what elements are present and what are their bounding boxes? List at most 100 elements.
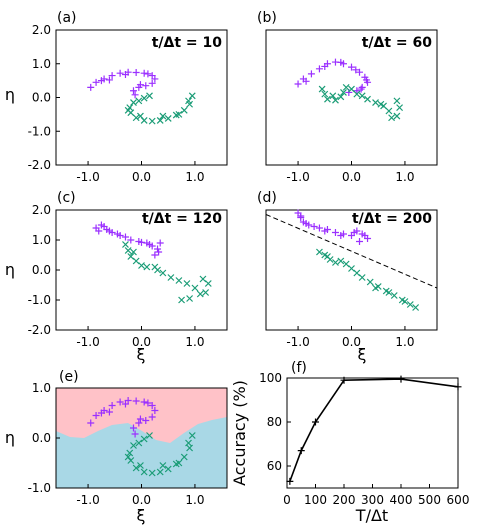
- x-tick-label: -1.0: [76, 493, 99, 507]
- green-point: [202, 289, 210, 296]
- panel-label: (f): [291, 360, 307, 376]
- panel-label: (d): [257, 190, 277, 206]
- y-tick-label: 0.0: [32, 91, 51, 105]
- panel-label: (a): [57, 10, 77, 26]
- green-point: [316, 248, 323, 256]
- green-point: [188, 432, 196, 439]
- purple-point: [356, 238, 364, 245]
- x-tick-label: 200: [333, 493, 356, 507]
- purple-point: [105, 76, 113, 84]
- green-point: [135, 97, 143, 105]
- y-tick-label: -2.0: [28, 323, 51, 337]
- green-point: [130, 248, 137, 256]
- time-annotation: t/Δt = 60: [362, 35, 433, 51]
- x-tick-label: 1.0: [395, 335, 414, 349]
- axis-ticks: -1.0 0.0 1.0 2.0 1.0 0.0 -1.0 -2.0: [28, 23, 205, 184]
- green-point: [148, 469, 156, 477]
- data-points: [286, 375, 462, 485]
- green-point: [183, 280, 191, 287]
- green-point: [148, 117, 156, 125]
- y-tick-label: -1.0: [28, 293, 51, 307]
- x-tick-label: 0.0: [132, 493, 151, 507]
- green-point: [332, 259, 339, 266]
- green-point: [126, 449, 134, 457]
- purple-point: [132, 69, 140, 77]
- plot-frame: [265, 209, 438, 331]
- green-point: [321, 90, 329, 98]
- accuracy-point: [312, 418, 319, 426]
- accuracy-point: [340, 376, 348, 384]
- purple-point: [321, 227, 329, 235]
- purple-point: [116, 69, 124, 77]
- y-tick-label: 2.0: [32, 23, 51, 37]
- axis-ticks: -1.0 0.0 1.0 2.0 1.0 0.0 -1.0 -2.0: [28, 203, 205, 349]
- y-tick-label: 2.0: [32, 203, 51, 217]
- green-point: [178, 296, 186, 304]
- purple-point: [121, 233, 129, 241]
- x-tick-label: 0.0: [132, 170, 151, 184]
- green-point: [329, 92, 337, 100]
- x-tick-label: 0.0: [342, 170, 361, 184]
- green-point: [180, 453, 188, 461]
- purple-point: [87, 419, 95, 427]
- panel-f: (f) T/Δt Accuracy (%) 0 100 200 300 400 500 60…: [230, 360, 469, 525]
- purple-point: [136, 81, 144, 89]
- y-tick-label: 80: [267, 415, 282, 429]
- axis-ticks: -1.0 0.0 1.0 1.0 0.0 -1.0: [28, 381, 205, 507]
- x-tick-label: 1.0: [185, 335, 204, 349]
- green-point: [175, 459, 183, 467]
- y-tick-label: 1.0: [32, 381, 51, 395]
- purple-point: [87, 83, 95, 91]
- x-tick-label: 0.0: [342, 335, 361, 349]
- green-point: [154, 266, 161, 274]
- green-point: [199, 275, 207, 283]
- data-points: [92, 221, 212, 304]
- green-point: [167, 274, 175, 281]
- green-point: [159, 112, 167, 120]
- green-point: [159, 269, 167, 277]
- purple-point: [315, 224, 323, 232]
- purple-point: [361, 232, 369, 239]
- x-tick-label: 300: [361, 493, 384, 507]
- purple-point: [140, 398, 148, 406]
- purple-point: [148, 402, 156, 409]
- x-tick-label: 100: [304, 493, 327, 507]
- y-tick-label: -1.0: [28, 481, 51, 495]
- x-tick-label: -1.0: [76, 170, 99, 184]
- x-axis-label: ξ: [358, 345, 367, 364]
- purple-point: [144, 399, 152, 407]
- green-point: [137, 462, 144, 469]
- y-tick-label: -2.0: [28, 158, 51, 172]
- data-points: [87, 68, 196, 125]
- green-point: [132, 464, 140, 472]
- y-axis-label: η: [5, 260, 15, 279]
- x-tick-label: 0: [283, 493, 291, 507]
- purple-point: [140, 69, 148, 77]
- green-point: [122, 241, 129, 248]
- purple-point: [337, 232, 345, 239]
- x-tick-label: -1.0: [286, 335, 309, 349]
- purple-point: [127, 236, 135, 244]
- purple-point: [156, 239, 164, 247]
- green-point: [358, 92, 366, 100]
- purple-point: [108, 72, 116, 80]
- green-point: [146, 92, 153, 100]
- purple-point: [97, 409, 105, 417]
- y-axis-label: η: [5, 428, 15, 447]
- green-point: [159, 462, 167, 469]
- green-point: [340, 89, 347, 96]
- green-point: [138, 262, 145, 269]
- green-point: [156, 468, 164, 476]
- green-point: [180, 106, 188, 114]
- purple-point: [307, 70, 315, 78]
- panel-b: (b) t/Δt = 60 -1.0 0.0 1.0: [257, 10, 438, 184]
- purple-point: [121, 400, 129, 408]
- purple-point: [148, 413, 156, 421]
- green-point: [324, 95, 331, 103]
- axis-ticks: -1.0 0.0 1.0: [286, 161, 414, 184]
- y-tick-label: 1.0: [32, 233, 51, 247]
- data-points: [294, 58, 404, 122]
- green-point: [146, 432, 153, 439]
- purple-point: [154, 245, 162, 253]
- purple-point: [131, 430, 139, 438]
